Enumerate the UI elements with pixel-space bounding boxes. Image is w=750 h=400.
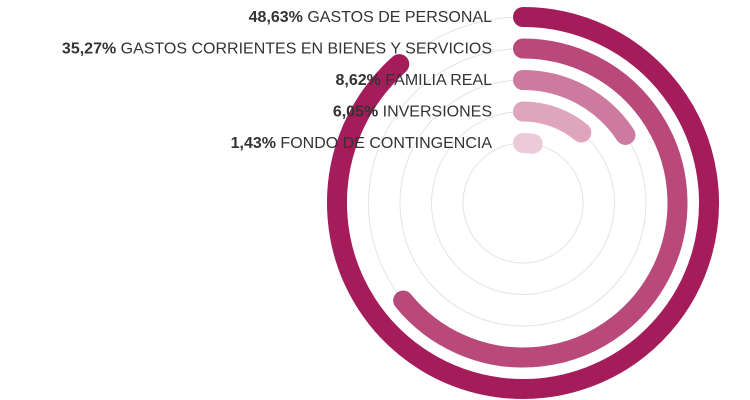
series-value-label: 1,43% xyxy=(231,135,276,152)
series-name-label: FONDO DE CONTINGENCIA xyxy=(276,135,492,152)
series-value-label: 6,05% xyxy=(333,103,378,120)
series-label: 6,05% INVERSIONES xyxy=(333,103,492,120)
series-label: 35,27% GASTOS CORRIENTES EN BIENES Y SER… xyxy=(62,40,492,57)
radial-bar xyxy=(513,101,592,143)
radial-bar xyxy=(393,38,688,368)
series-name-label: FAMILIA REAL xyxy=(381,72,492,89)
radial-bar xyxy=(513,70,636,145)
chart-labels: 48,63% GASTOS DE PERSONAL 35,27% GASTOS C… xyxy=(62,9,492,152)
series-label: 48,63% GASTOS DE PERSONAL xyxy=(249,9,492,26)
series-value-label: 8,62% xyxy=(335,72,380,89)
series-label: 1,43% FONDO DE CONTINGENCIA xyxy=(231,135,493,152)
series-label: 8,62% FAMILIA REAL xyxy=(335,72,492,89)
series-name-label: GASTOS DE PERSONAL xyxy=(303,9,492,26)
grid-ring xyxy=(462,142,584,264)
radial-bar xyxy=(513,133,543,154)
series-name-label: GASTOS CORRIENTES EN BIENES Y SERVICIOS xyxy=(116,40,492,57)
series-value-label: 35,27% xyxy=(62,40,116,57)
series-name-label: INVERSIONES xyxy=(378,103,492,120)
radial-bar xyxy=(327,7,719,399)
chart-bars xyxy=(327,7,719,399)
series-value-label: 48,63% xyxy=(249,9,303,26)
